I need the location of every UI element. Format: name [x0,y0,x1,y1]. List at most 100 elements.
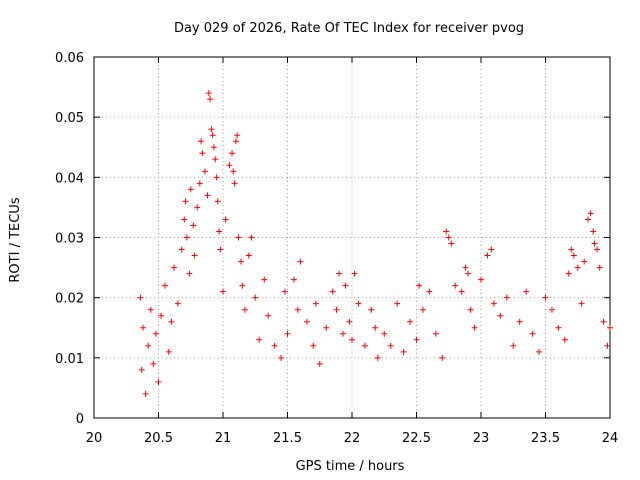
data-point [248,234,255,241]
y-tick-label: 0 [76,412,84,427]
data-point [140,324,147,331]
data-point [217,246,224,253]
data-point [452,282,459,289]
data-point [574,264,581,271]
data-point [238,258,245,265]
data-point [594,246,601,253]
data-point [191,252,198,259]
x-tick-label: 23 [473,431,490,446]
data-point [147,306,154,313]
axis-ticks: 20 20.5 21 21.5 22 22.5 23 23.5 24 0 0.01 0.02 0.03 0… [55,51,618,446]
data-point [497,312,504,319]
data-point [361,342,368,349]
data-point [596,264,603,271]
data-point [510,342,517,349]
data-point [178,246,185,253]
data-point [561,336,568,343]
data-point [372,324,379,331]
data-point [152,330,159,337]
data-point [387,342,394,349]
data-point [416,282,423,289]
data-point [312,300,319,307]
data-point [426,288,433,295]
data-point [209,132,216,139]
data-point [333,306,340,313]
x-tick-label: 21.5 [273,431,302,446]
y-tick-label: 0.06 [55,51,84,66]
data-point [600,318,607,325]
data-point [445,234,452,241]
data-point [484,252,491,259]
grid [94,57,610,418]
data-point [413,336,420,343]
data-point [465,270,472,277]
data-point [351,270,358,277]
x-tick-label: 21 [215,431,232,446]
data-point [555,324,562,331]
data-point [458,288,465,295]
data-point [222,216,229,223]
data-point [488,246,495,253]
data-points [137,90,613,397]
x-tick-label: 23.5 [531,431,560,446]
data-point [186,270,193,277]
data-point [542,294,549,301]
data-point [448,240,455,247]
data-point [199,150,206,157]
data-point [565,270,572,277]
y-tick-label: 0.03 [55,232,84,247]
data-point [503,294,510,301]
data-point [230,168,237,175]
data-point [198,138,205,145]
data-point [265,312,272,319]
data-point [182,198,189,205]
data-point [310,342,317,349]
data-point [278,354,285,361]
data-point [196,180,203,187]
data-point [220,288,226,295]
data-point [229,150,236,157]
data-point [281,288,288,295]
data-point [439,354,446,361]
data-point [374,354,381,361]
data-point [204,192,211,199]
chart-title: Day 029 of 2026, Rate Of TEC Index for r… [174,21,524,36]
data-point [235,234,242,241]
data-point [290,276,297,283]
data-point [208,126,215,133]
data-point [400,348,407,355]
data-point [581,258,588,265]
data-point [570,252,577,259]
data-point [239,282,246,289]
data-point [462,264,469,271]
data-point [231,180,238,187]
data-point [232,138,239,145]
data-point [342,282,349,289]
data-point [207,96,214,103]
data-point [587,210,594,217]
data-point [536,348,543,355]
data-point [303,318,310,325]
data-point [419,306,426,313]
data-point [368,306,375,313]
data-point [216,228,223,235]
data-point [138,366,145,373]
x-tick-label: 22.5 [402,431,431,446]
data-point [381,330,388,337]
data-point [256,336,263,343]
data-point [467,306,474,313]
data-point [284,330,291,337]
data-point [478,276,484,283]
data-point [578,300,585,307]
x-axis-label: GPS time / hours [296,459,405,474]
data-point [234,132,241,139]
data-point [516,318,523,325]
data-point [329,288,336,295]
data-point [145,342,152,349]
data-point [252,294,259,301]
x-tick-label: 22 [344,431,361,446]
y-tick-label: 0.04 [55,171,84,186]
data-point [214,198,221,205]
data-point [205,90,212,97]
data-point [187,186,194,193]
